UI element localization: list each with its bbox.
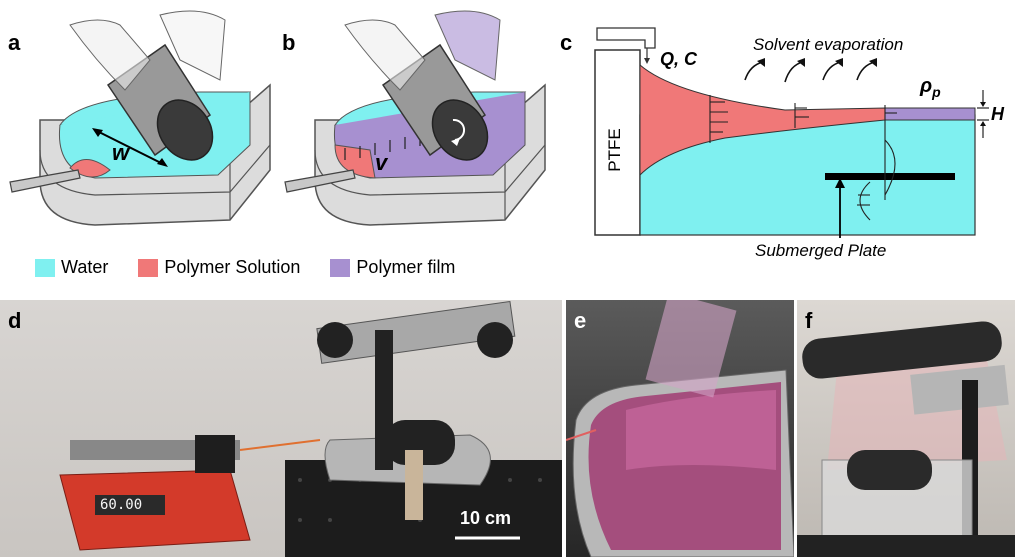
density-label: ρp xyxy=(919,75,941,100)
legend-item-solution: Polymer Solution xyxy=(138,257,300,278)
panel-letter-a: a xyxy=(8,30,21,55)
photo-d: d 60.00 10 cm xyxy=(0,300,562,557)
scale-bar-label: 10 cm xyxy=(460,508,512,528)
photo-e-illustration xyxy=(566,300,794,557)
legend-label-water: Water xyxy=(61,257,109,277)
flow-label: Q, C xyxy=(660,49,698,69)
photo-e: e xyxy=(566,300,794,557)
panel-letter-b: b xyxy=(282,30,296,55)
photo-f-illustration xyxy=(797,321,1015,557)
pump-display: 60.00 xyxy=(100,497,143,513)
legend-label-solution: Polymer Solution xyxy=(164,257,301,277)
legend-label-film: Polymer film xyxy=(356,257,456,277)
panel-letter-e: e xyxy=(574,308,587,333)
legend-swatch-water xyxy=(35,258,55,277)
thickness-label: H xyxy=(991,104,1005,124)
photo-f: f xyxy=(797,300,1015,557)
ptfe-label: PTFE xyxy=(605,128,624,171)
panel-a-schematic: w xyxy=(9,10,271,226)
panel-b-schematic: v xyxy=(284,10,546,226)
legend-swatch-film xyxy=(330,258,351,277)
photo-d-illustration xyxy=(59,300,562,557)
panel-c-schematic: PTFE Q, C Solvent evaporat xyxy=(594,27,1005,260)
legend-item-film: Polymer film xyxy=(330,257,455,278)
legend: Water Polymer Solution Polymer film xyxy=(35,257,485,278)
panel-letter-c: c xyxy=(560,30,573,55)
plate-label: Submerged Plate xyxy=(755,241,886,260)
legend-item-water: Water xyxy=(35,257,108,278)
velocity-symbol: v xyxy=(375,150,389,175)
panel-letter-d: d xyxy=(8,308,22,333)
legend-swatch-solution xyxy=(138,258,159,277)
width-symbol: w xyxy=(112,140,131,165)
evaporation-label: Solvent evaporation xyxy=(753,35,903,54)
panel-letter-f: f xyxy=(805,308,813,333)
